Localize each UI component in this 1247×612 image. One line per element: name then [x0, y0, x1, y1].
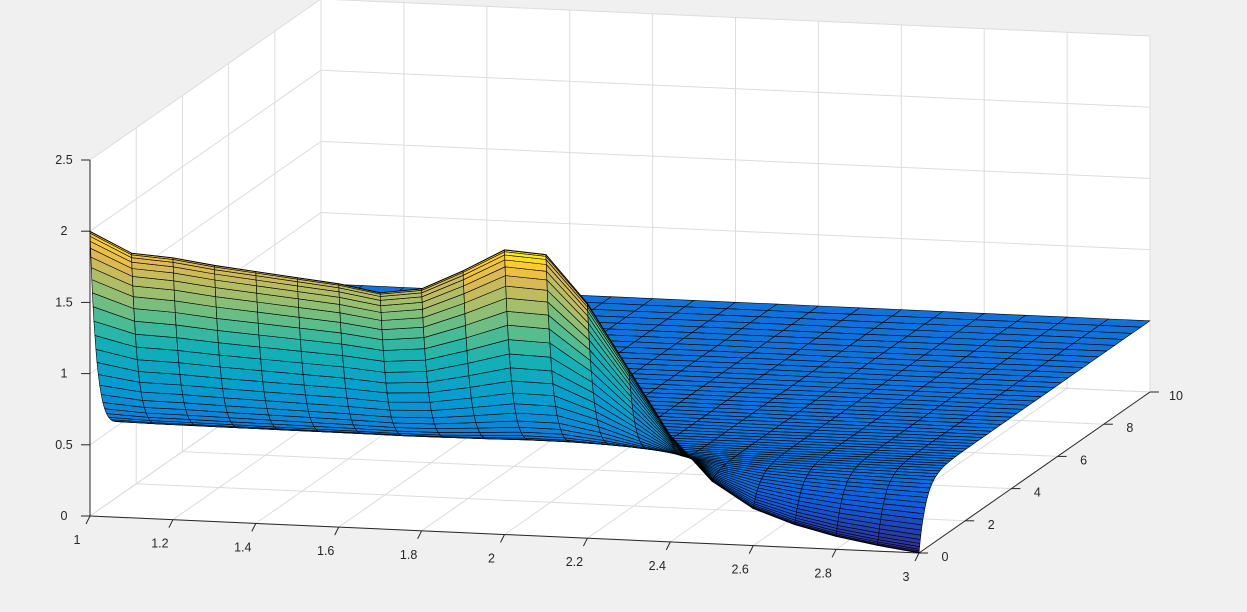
surface-patch [386, 392, 431, 403]
x-tick-label: 2.4 [649, 559, 666, 573]
z-tick-label: 2 [61, 224, 68, 238]
surface-patch [384, 371, 428, 384]
z-gridline-back [320, 212, 1151, 251]
y-tick-label: 8 [1126, 421, 1133, 435]
x-tick-mark [665, 541, 671, 551]
z-gridline-back [332, 0, 1151, 37]
x-tick-label: 2 [488, 552, 495, 566]
y-tick-label: 10 [1169, 389, 1183, 403]
surface-patch [382, 348, 426, 362]
surface-patch [877, 544, 920, 554]
z-gridline-left [89, 69, 322, 232]
x-tick-label: 1 [74, 533, 81, 547]
z-tick-label: 0.5 [55, 438, 72, 452]
y-tick-label: 0 [942, 550, 949, 564]
x-tick-mark [748, 545, 754, 554]
x-tick-mark [334, 526, 340, 536]
y-tick-label: 4 [1034, 486, 1041, 500]
y-axis-line [918, 391, 1151, 554]
x-tick-mark [500, 534, 505, 543]
surface-patch [385, 382, 429, 394]
surface-patch [437, 432, 482, 436]
x-tick-mark [831, 549, 837, 558]
surface-patch [669, 434, 713, 482]
x-tick-label: 1.2 [151, 537, 168, 551]
x-tick-label: 1.8 [400, 548, 417, 562]
axis-lines [81, 159, 1159, 562]
z-tick-label: 2.5 [55, 153, 72, 167]
x-tick-label: 3 [903, 570, 910, 584]
z-tick-label: 0 [61, 509, 68, 523]
x-tick-label: 2.8 [814, 566, 831, 580]
z-gridline-back [320, 69, 1151, 108]
surface-mesh [89, 230, 1151, 554]
x-tick-label: 2.2 [566, 555, 583, 569]
surface-patch [383, 359, 427, 373]
z-gridline-back [320, 140, 1151, 179]
surface-patch [388, 401, 432, 411]
x-tick-mark [417, 530, 423, 540]
z-tick-label: 1 [61, 367, 68, 381]
x-tick-mark [582, 537, 588, 547]
x-tick-mark [168, 519, 174, 528]
x-tick-mark [251, 523, 257, 532]
x-tick-mark [914, 552, 920, 562]
tick-labels: 1 1.2 1.4 1.6 1.8 2 2.2 2.4 2.6 2.8 3 0 2 4 6 8 10 0 0.5 1 1… [55, 153, 1183, 584]
x-tick-label: 1.4 [234, 540, 251, 554]
z-tick-label: 1.5 [55, 295, 72, 309]
y-tick-label: 2 [988, 518, 995, 532]
x-tick-mark [85, 515, 91, 525]
x-tick-label: 2.6 [732, 563, 749, 577]
y-tick-label: 6 [1080, 453, 1087, 467]
x-tick-label: 1.6 [317, 544, 334, 558]
z-gridline-left [89, 0, 321, 161]
surface-patch [390, 416, 435, 425]
surface-patch [389, 409, 434, 419]
